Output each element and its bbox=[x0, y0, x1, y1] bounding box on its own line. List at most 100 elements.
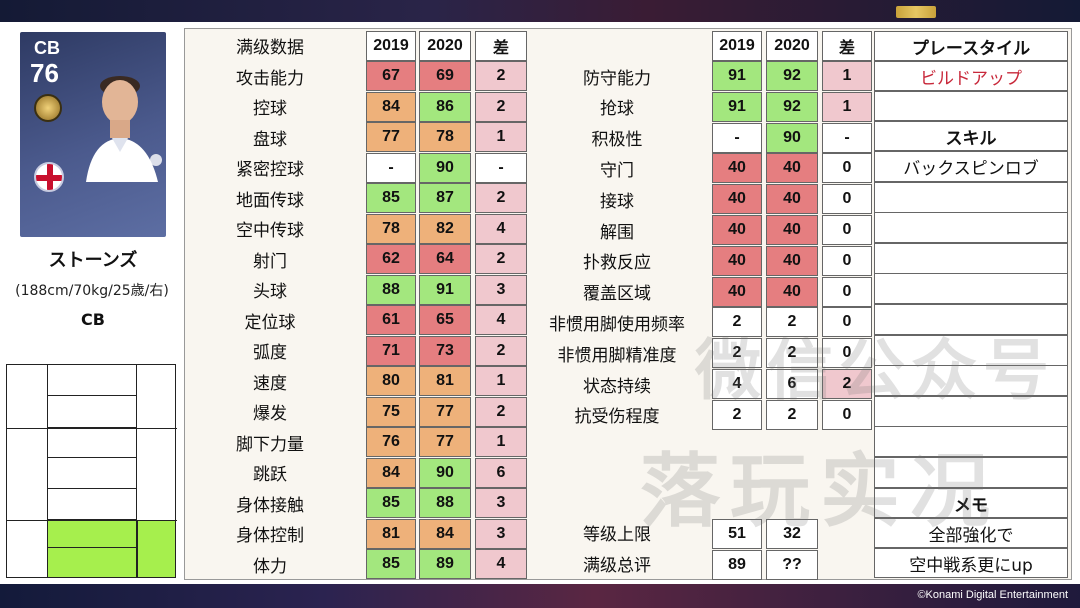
stat-label-right: 非惯用脚精准度 bbox=[557, 345, 677, 366]
memo-line-2: 空中戦系更にup bbox=[874, 548, 1068, 578]
stat-diff-right: 0 bbox=[822, 399, 872, 430]
stat-diff: 2 bbox=[475, 91, 527, 122]
playstyle-header: プレースタイル bbox=[874, 31, 1068, 61]
stat-diff-right: 0 bbox=[822, 338, 872, 369]
stat-2020: 91 bbox=[419, 274, 471, 305]
stat-2019-right: - bbox=[712, 122, 762, 153]
stat-2019: 88 bbox=[366, 274, 416, 305]
player-portrait bbox=[86, 76, 162, 182]
stat-label-right: 非惯用脚使用频率 bbox=[549, 314, 685, 335]
stat-2020-right: 92 bbox=[766, 91, 818, 122]
stat-label: 射门 bbox=[253, 251, 287, 272]
stat-2020-right: 40 bbox=[766, 245, 818, 276]
stat-diff-right: - bbox=[822, 122, 872, 153]
stat-2020: 69 bbox=[419, 61, 471, 91]
stat-diff: 6 bbox=[475, 457, 527, 488]
stat-2020-right: 40 bbox=[766, 276, 818, 307]
stat-diff-right: 0 bbox=[822, 307, 872, 338]
skill-empty-row bbox=[874, 181, 1068, 213]
stat-2019-right: 91 bbox=[712, 61, 762, 91]
stat-diff: 3 bbox=[475, 488, 527, 518]
stat-2020-right: 90 bbox=[766, 122, 818, 153]
stat-label: 弧度 bbox=[253, 343, 287, 363]
skill-header: スキル bbox=[874, 121, 1068, 151]
stat-2020: 77 bbox=[419, 396, 471, 427]
stat-2019-right: 91 bbox=[712, 91, 762, 122]
col-diff-right: 差 bbox=[822, 31, 872, 61]
stat-2019: 78 bbox=[366, 213, 416, 244]
stat-2020: 78 bbox=[419, 122, 471, 152]
col-2019: 2019 bbox=[366, 31, 416, 61]
stat-2020-right: 2 bbox=[766, 399, 818, 430]
player-card[interactable]: CB 76 bbox=[20, 32, 166, 237]
stat-diff: - bbox=[475, 152, 527, 183]
medal-icon bbox=[34, 94, 62, 122]
stats-panel: 满级数据 2019 2020 差 2019 2020 差 プレースタイル 攻击能… bbox=[184, 28, 1072, 580]
stat-2020: 77 bbox=[419, 427, 471, 457]
stat-2020-right: 40 bbox=[766, 215, 818, 245]
stat-2019-right: 40 bbox=[712, 184, 762, 215]
stat-diff: 1 bbox=[475, 122, 527, 152]
stat-2019: 61 bbox=[366, 305, 416, 335]
stat-2019-right: 4 bbox=[712, 369, 762, 399]
stat-diff: 1 bbox=[475, 366, 527, 396]
stat-2019: 85 bbox=[366, 549, 416, 579]
skill-empty-row bbox=[874, 426, 1068, 458]
stat-2019: 81 bbox=[366, 518, 416, 549]
summary-label: 等级上限 bbox=[583, 524, 651, 545]
stat-label: 定位球 bbox=[244, 312, 296, 333]
club-logo-icon bbox=[896, 6, 936, 18]
summary-2020: 32 bbox=[766, 519, 818, 549]
stat-label: 攻击能力 bbox=[236, 68, 304, 89]
stat-diff-right: 2 bbox=[822, 369, 872, 399]
position-map bbox=[6, 364, 177, 578]
stat-diff: 4 bbox=[475, 213, 527, 244]
stat-label: 盘球 bbox=[253, 129, 287, 150]
stat-2019-right: 2 bbox=[712, 399, 762, 430]
stat-diff: 2 bbox=[475, 244, 527, 274]
player-role: CB bbox=[81, 310, 105, 329]
stat-diff-right: 0 bbox=[822, 245, 872, 276]
stat-label: 速度 bbox=[253, 373, 287, 394]
skill-empty-row bbox=[874, 242, 1068, 274]
memo-header: メモ bbox=[874, 488, 1068, 518]
stat-label-right: 防守能力 bbox=[583, 68, 651, 89]
copyright: ©Konami Digital Entertainment bbox=[917, 589, 1068, 601]
col-2019-right: 2019 bbox=[712, 31, 762, 61]
stat-label-right: 扑救反应 bbox=[583, 253, 651, 274]
england-flag-icon bbox=[34, 162, 64, 192]
stat-label-right: 接球 bbox=[600, 191, 634, 212]
card-overall-rating: 76 bbox=[30, 58, 59, 88]
skill-empty-row bbox=[874, 395, 1068, 427]
stat-2020-right: 92 bbox=[766, 61, 818, 91]
col-2020-right: 2020 bbox=[766, 31, 818, 61]
summary-label: 满级总评 bbox=[583, 555, 651, 576]
skill-item[interactable]: バックスピンロブ bbox=[874, 151, 1068, 182]
stat-label: 跳跃 bbox=[253, 465, 287, 485]
skill-empty-row bbox=[874, 212, 1068, 244]
stat-2019: 77 bbox=[366, 122, 416, 152]
top-banner bbox=[0, 0, 1080, 22]
stat-2020: 81 bbox=[419, 366, 471, 396]
stat-label: 空中传球 bbox=[236, 221, 304, 241]
stat-2020: 90 bbox=[419, 152, 471, 183]
stats-title: 满级数据 bbox=[236, 37, 304, 58]
stat-label: 体力 bbox=[253, 556, 287, 577]
stat-label: 爆发 bbox=[253, 404, 287, 424]
stat-label: 地面传球 bbox=[236, 190, 304, 211]
summary-2020: ?? bbox=[766, 550, 818, 580]
stat-2020-right: 40 bbox=[766, 184, 818, 215]
skill-empty-row bbox=[874, 304, 1068, 335]
playstyle-value[interactable]: ビルドアップ bbox=[874, 61, 1068, 91]
stat-2020-right: 2 bbox=[766, 307, 818, 338]
stat-2019-right: 2 bbox=[712, 338, 762, 369]
stat-2020-right: 2 bbox=[766, 338, 818, 369]
stat-diff-right: 0 bbox=[822, 276, 872, 307]
stat-2019-right: 40 bbox=[712, 245, 762, 276]
stat-diff: 3 bbox=[475, 518, 527, 549]
stat-label: 控球 bbox=[253, 99, 287, 119]
stat-label-right: 解围 bbox=[600, 222, 634, 243]
stat-diff: 1 bbox=[475, 427, 527, 457]
stat-label: 脚下力量 bbox=[236, 434, 304, 455]
stat-label: 紧密控球 bbox=[236, 160, 304, 180]
